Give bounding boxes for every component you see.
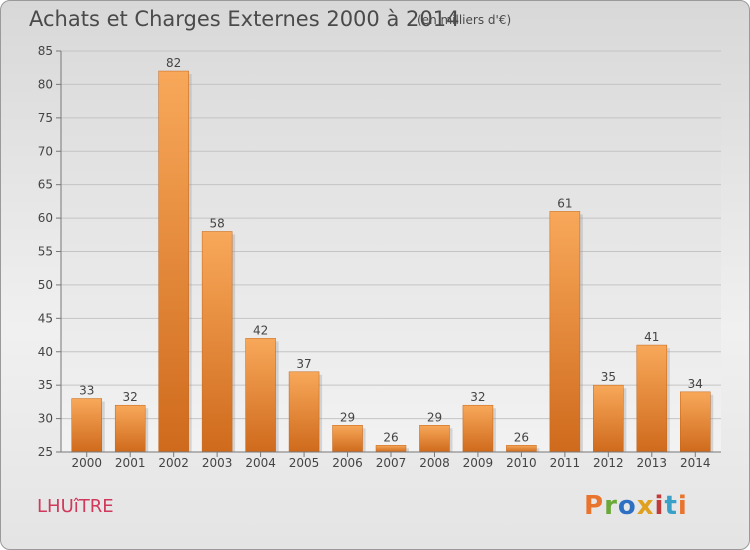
bar-value-label: 42 [253,323,268,337]
bar-value-label: 34 [688,377,703,391]
bar-value-label: 26 [514,430,529,444]
x-tick-label: 2013 [637,456,668,470]
bar-2000[interactable] [71,398,102,453]
bar-2008[interactable] [419,425,450,453]
proxiti-logo[interactable]: Proxiti [584,491,688,521]
y-tick-label: 50 [38,278,53,292]
y-tick-label: 70 [38,144,53,158]
bar-2005[interactable] [288,371,320,453]
bar-value-label: 82 [166,56,181,70]
y-tick-label: 35 [38,378,53,392]
bar-value-label: 37 [296,357,311,371]
logo-letter: x [636,491,655,521]
y-tick-label: 85 [38,44,53,58]
bar-2003[interactable] [201,231,233,453]
logo-letter: i [654,491,665,521]
x-tick-label: 2004 [245,456,276,470]
bar-2004[interactable] [245,338,276,453]
bar-2010[interactable] [506,445,537,453]
bar-2009[interactable] [462,404,494,453]
y-tick-label: 75 [38,111,53,125]
y-tick-label: 55 [38,245,53,259]
y-tick-label: 40 [38,345,53,359]
bar-2006[interactable] [332,425,363,453]
bar-2001[interactable] [114,404,146,453]
x-tick-label: 2008 [419,456,450,470]
bar-value-label: 35 [601,370,616,384]
bar-value-label: 29 [427,410,442,424]
bar-2011[interactable] [549,211,581,453]
x-tick-label: 2012 [593,456,624,470]
chart-subtitle: (en milliers d'€) [417,13,512,27]
bar-value-label: 29 [340,410,355,424]
x-tick-label: 2001 [115,456,146,470]
x-tick-label: 2007 [376,456,407,470]
x-tick-label: 2006 [332,456,363,470]
y-tick-label: 30 [38,412,53,426]
x-tick-label: 2002 [158,456,189,470]
y-tick-label: 80 [38,77,53,91]
chart-title: Achats et Charges Externes 2000 à 2014 [29,7,460,31]
x-tick-label: 2003 [202,456,233,470]
y-tick-label: 45 [38,311,53,325]
logo-letter: t [664,491,678,521]
bar-2012[interactable] [593,384,624,453]
y-tick-label: 65 [38,178,53,192]
x-tick-label: 2005 [289,456,320,470]
logo-letter: o [617,491,637,521]
bar-value-label: 26 [383,430,398,444]
bar-value-label: 58 [209,216,224,230]
logo-letter: P [584,491,605,521]
bar-value-label: 61 [557,196,572,210]
bar-2014[interactable] [680,391,711,453]
x-tick-label: 2011 [550,456,581,470]
bar-value-label: 32 [123,390,138,404]
bar-value-label: 33 [79,384,94,398]
x-tick-label: 2009 [463,456,494,470]
bar-value-label: 41 [644,330,659,344]
x-tick-label: 2010 [506,456,537,470]
x-tick-label: 2000 [71,456,102,470]
bar-value-label: 32 [470,390,485,404]
logo-letter: r [604,491,618,521]
bar-2007[interactable] [375,445,407,453]
logo-letter: i [677,491,688,521]
commune-name: LHUîTRE [37,496,114,517]
bar-2002[interactable] [158,70,189,453]
y-tick-label: 60 [38,211,53,225]
y-tick-label: 25 [38,445,53,459]
bar-2013[interactable] [636,344,668,453]
x-tick-label: 2014 [680,456,711,470]
